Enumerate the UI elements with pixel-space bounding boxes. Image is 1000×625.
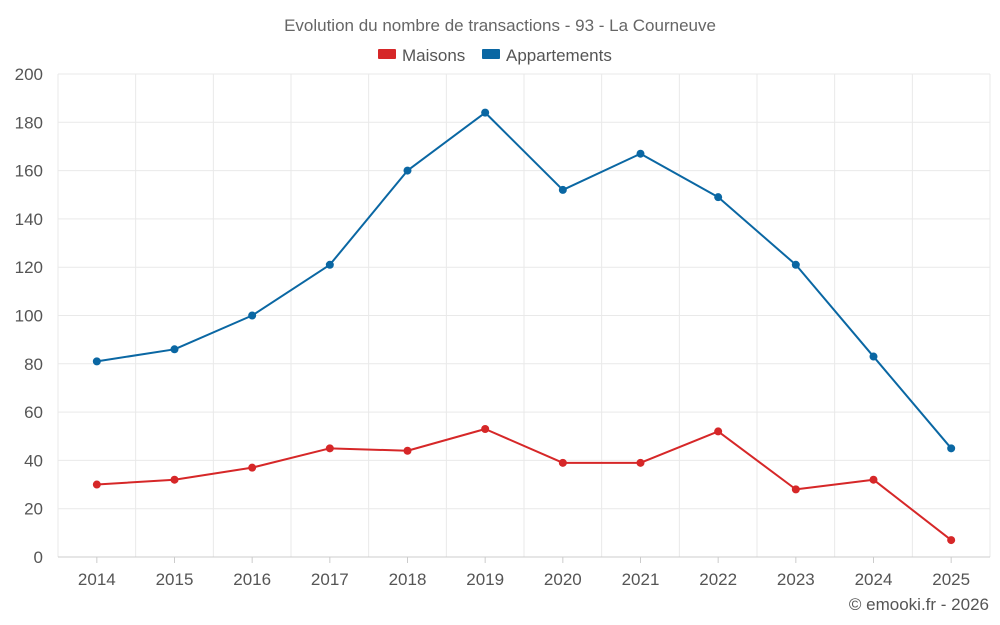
legend: Maisons Appartements [378,46,612,65]
data-point-maisons-2022[interactable] [714,427,723,436]
axes: 0 20 40 60 80 100 120 140 160 180 200 2014 2015 2016 2… [15,65,990,589]
data-point-maisons-2020[interactable] [558,458,567,467]
data-point-appartements-2014[interactable] [92,357,101,366]
legend-label-maisons[interactable]: Maisons [402,46,465,65]
data-point-maisons-2024[interactable] [869,475,878,484]
x-tick-label: 2015 [156,570,194,589]
data-point-appartements-2025[interactable] [947,444,956,453]
y-tick-label: 120 [15,258,43,277]
data-point-maisons-2018[interactable] [403,446,412,455]
x-tick-label: 2016 [233,570,271,589]
data-point-appartements-2019[interactable] [481,108,490,117]
legend-label-appartements[interactable]: Appartements [506,46,612,65]
data-point-maisons-2017[interactable] [325,444,334,453]
credit-text: © emooki.fr - 2026 [849,595,989,614]
y-tick-label: 140 [15,210,43,229]
data-point-appartements-2015[interactable] [170,345,179,354]
data-point-appartements-2018[interactable] [403,166,412,175]
y-tick-label: 60 [24,403,43,422]
data-point-maisons-2023[interactable] [791,485,800,494]
data-point-maisons-2015[interactable] [170,475,179,484]
x-tick-label: 2021 [622,570,660,589]
y-tick-label: 80 [24,355,43,374]
grid [57,73,991,557]
series-line-appartements [96,111,952,449]
x-tick-label: 2022 [699,570,737,589]
x-tick-label: 2023 [777,570,815,589]
legend-swatch-maisons[interactable] [378,49,396,59]
data-point-appartements-2016[interactable] [248,311,257,320]
data-point-appartements-2017[interactable] [325,260,334,269]
x-tick-label: 2020 [544,570,582,589]
y-tick-label: 0 [34,548,43,567]
data-point-appartements-2024[interactable] [869,352,878,361]
x-tick-label: 2018 [389,570,427,589]
x-tick-label: 2014 [78,570,116,589]
y-tick-label: 20 [24,500,43,519]
data-point-appartements-2020[interactable] [558,185,567,194]
data-point-maisons-2014[interactable] [92,480,101,489]
y-tick-label: 200 [15,65,43,84]
data-point-maisons-2019[interactable] [481,425,490,434]
data-point-maisons-2021[interactable] [636,458,645,467]
data-point-appartements-2023[interactable] [791,260,800,269]
series [92,108,956,545]
series-line-maisons [96,428,952,541]
legend-swatch-appartements[interactable] [482,49,500,59]
y-tick-label: 180 [15,113,43,132]
data-point-appartements-2022[interactable] [714,193,723,202]
chart-title: Evolution du nombre de transactions - 93… [284,16,716,35]
data-point-maisons-2025[interactable] [947,536,956,545]
y-tick-label: 100 [15,307,43,326]
y-tick-label: 160 [15,162,43,181]
data-point-maisons-2016[interactable] [248,463,257,472]
x-tick-label: 2025 [932,570,970,589]
x-tick-label: 2024 [855,570,893,589]
x-tick-label: 2017 [311,570,349,589]
y-tick-label: 40 [24,451,43,470]
data-point-appartements-2021[interactable] [636,149,645,158]
x-tick-label: 2019 [466,570,504,589]
